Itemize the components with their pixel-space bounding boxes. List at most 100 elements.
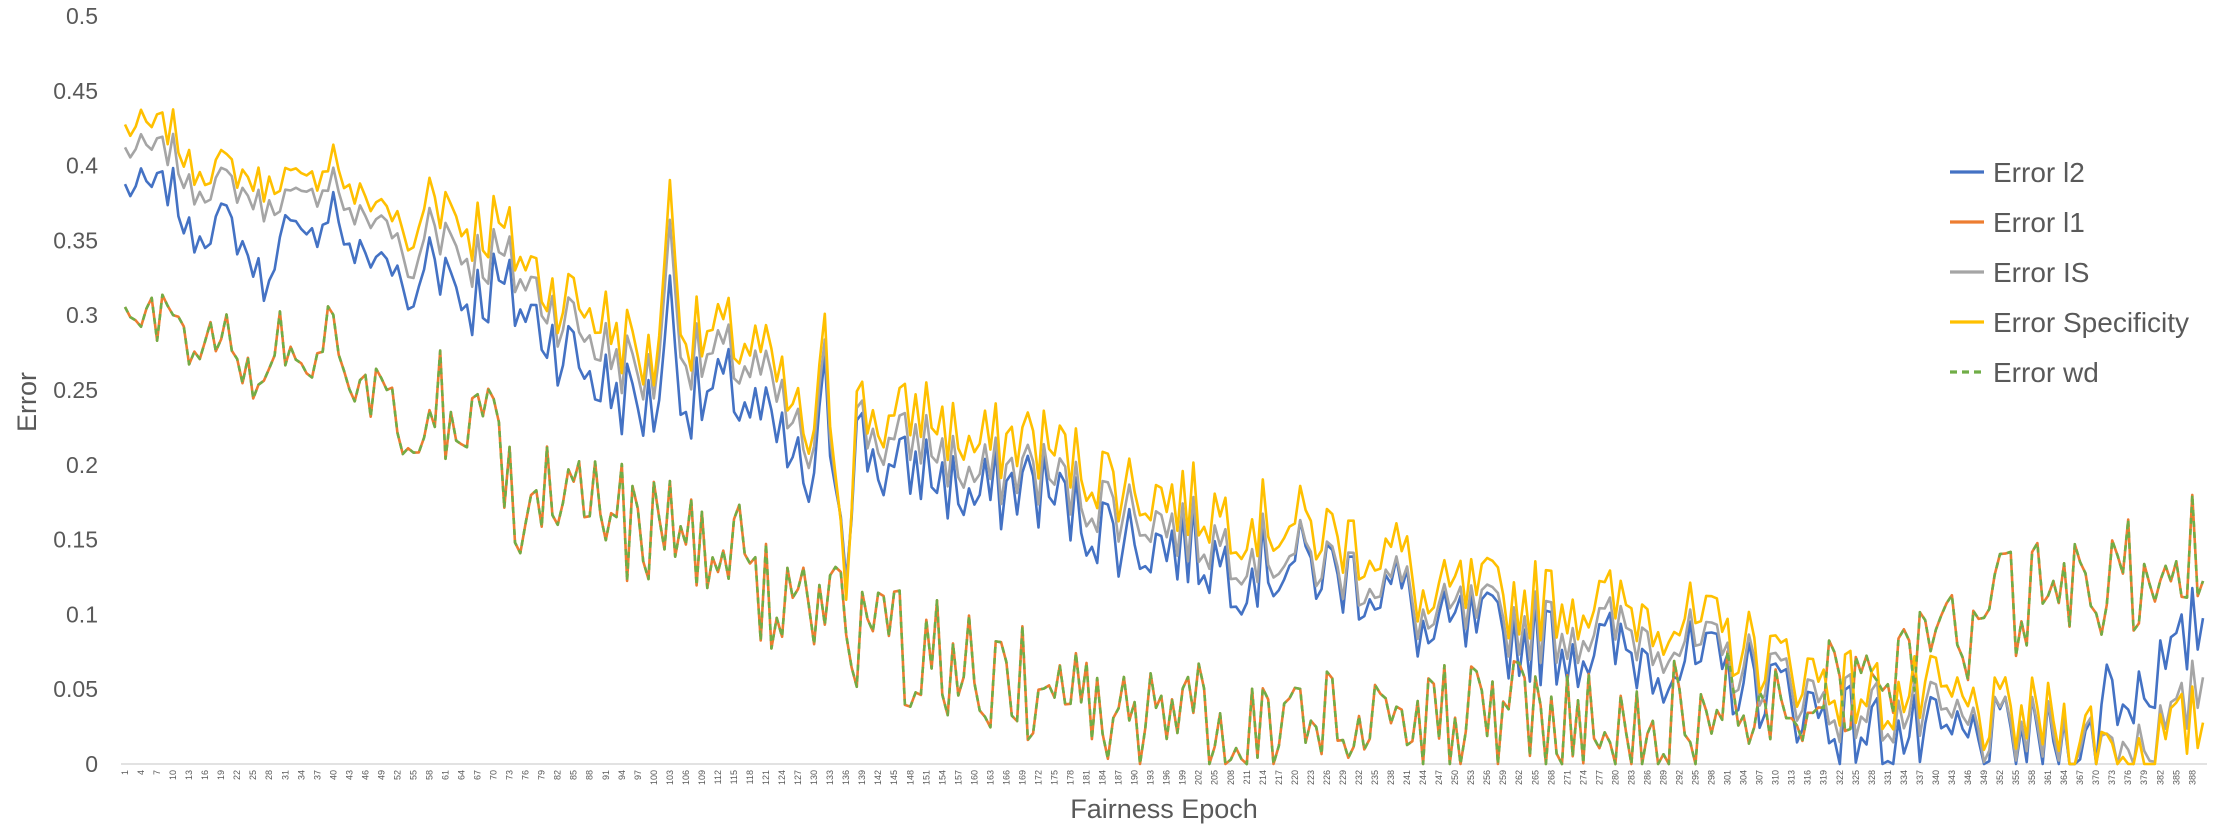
x-tick-label: 364	[2059, 770, 2069, 785]
x-tick-label: 244	[1418, 770, 1428, 785]
x-axis-label: Fairness Epoch	[1070, 794, 1258, 824]
y-axis-label: Error	[12, 372, 42, 432]
x-tick-label: 307	[1755, 770, 1765, 785]
x-tick-label: 220	[1290, 770, 1300, 785]
series-lines	[123, 108, 2205, 766]
x-tick-label: 100	[649, 770, 659, 785]
x-tick-label: 154	[937, 770, 947, 785]
x-tick-label: 319	[1819, 770, 1829, 785]
x-tick-label: 40	[328, 770, 338, 780]
x-tick-label: 19	[216, 770, 226, 780]
x-tick-label: 346	[1963, 770, 1973, 785]
series-line	[123, 132, 2205, 766]
x-tick-label: 157	[953, 770, 963, 785]
x-tick-label: 28	[264, 770, 274, 780]
x-tick-label: 52	[392, 770, 402, 780]
x-tick-label: 388	[2187, 770, 2197, 785]
x-tick-label: 268	[1546, 770, 1556, 785]
x-tick-label: 67	[473, 770, 483, 780]
x-tick-label: 22	[232, 770, 242, 780]
x-tick-label: 187	[1114, 770, 1124, 785]
x-tick-label: 181	[1082, 770, 1092, 785]
x-tick-label: 379	[2139, 770, 2149, 785]
x-tick-label: 64	[457, 770, 467, 780]
x-tick-label: 286	[1642, 770, 1652, 785]
x-tick-label: 115	[729, 770, 739, 784]
x-tick-label: 118	[745, 770, 755, 784]
legend-label: Error wd	[1993, 357, 2099, 388]
x-tick-label: 196	[1162, 770, 1172, 785]
x-tick-label: 283	[1626, 770, 1636, 785]
x-tick-label: 352	[1995, 770, 2005, 785]
x-tick-label: 256	[1482, 770, 1492, 785]
x-tick-label: 316	[1803, 770, 1813, 785]
x-tick-label: 325	[1851, 770, 1861, 785]
x-tick-label: 253	[1466, 770, 1476, 785]
y-tick-label: 0.4	[66, 153, 98, 179]
y-tick-label: 0.05	[53, 676, 98, 702]
x-tick-label: 106	[681, 770, 691, 785]
x-tick-label: 226	[1322, 770, 1332, 785]
x-tick-label: 34	[296, 770, 306, 780]
series-line	[123, 293, 2205, 766]
x-tick-label: 166	[1001, 770, 1011, 785]
x-tick-label: 43	[344, 770, 354, 780]
x-tick-label: 121	[761, 770, 771, 785]
y-tick-label: 0.35	[53, 227, 98, 253]
x-tick-label: 25	[248, 770, 258, 780]
x-tick-label: 193	[1146, 770, 1156, 785]
x-tick-label: 277	[1594, 770, 1604, 785]
x-tick-label: 223	[1306, 770, 1316, 785]
series-line	[123, 108, 2205, 766]
x-tick-label: 217	[1274, 770, 1284, 785]
y-tick-label: 0	[85, 751, 98, 777]
x-tick-label: 385	[2171, 770, 2181, 785]
series-line	[123, 166, 2205, 766]
x-tick-label: 205	[1210, 770, 1220, 785]
x-tick-label: 61	[441, 770, 451, 780]
x-tick-label: 85	[569, 770, 579, 780]
x-tick-label: 310	[1771, 770, 1781, 785]
x-tick-label: 55	[408, 770, 418, 780]
x-tick-label: 73	[505, 770, 515, 780]
legend-label: Error Specificity	[1993, 307, 2189, 338]
x-tick-label: 1	[120, 770, 130, 775]
x-tick-label: 211	[1242, 770, 1252, 784]
x-tick-label: 139	[857, 770, 867, 785]
x-tick-label: 169	[1017, 770, 1027, 785]
x-tick-label: 145	[889, 770, 899, 785]
x-tick-label: 202	[1194, 770, 1204, 785]
x-tick-label: 91	[601, 770, 611, 780]
x-tick-label: 76	[521, 770, 531, 780]
x-tick-label: 103	[665, 770, 675, 785]
x-tick-label: 358	[2027, 770, 2037, 785]
legend-label: Error l2	[1993, 157, 2085, 188]
x-tick-label: 136	[841, 770, 851, 785]
x-tick-label: 163	[985, 770, 995, 785]
x-tick-label: 160	[969, 770, 979, 785]
x-tick-label: 232	[1354, 770, 1364, 785]
legend: Error l2 Error l1 Error IS Error Specificit…	[1950, 157, 2189, 388]
x-tick-label: 127	[793, 770, 803, 785]
x-tick-label: 133	[825, 770, 835, 785]
x-tick-label: 337	[1915, 770, 1925, 785]
x-tick-label: 349	[1979, 770, 1989, 785]
x-tick-label: 328	[1867, 770, 1877, 785]
x-tick-label: 274	[1578, 770, 1588, 785]
x-tick-label: 46	[360, 770, 370, 780]
x-tick-label: 94	[617, 770, 627, 780]
x-tick-label: 178	[1066, 770, 1076, 785]
y-tick-label: 0.15	[53, 527, 98, 553]
x-tick-label: 130	[809, 770, 819, 785]
x-tick-label: 292	[1674, 770, 1684, 785]
x-tick-label: 304	[1739, 770, 1749, 785]
x-tick-label: 142	[873, 770, 883, 785]
x-tick-label: 382	[2155, 770, 2165, 785]
x-tick-label: 208	[1226, 770, 1236, 785]
y-tick-label: 0.1	[66, 601, 98, 627]
x-tick-label: 124	[777, 770, 787, 785]
x-tick-label: 31	[280, 770, 290, 780]
x-tick-label: 229	[1338, 770, 1348, 785]
